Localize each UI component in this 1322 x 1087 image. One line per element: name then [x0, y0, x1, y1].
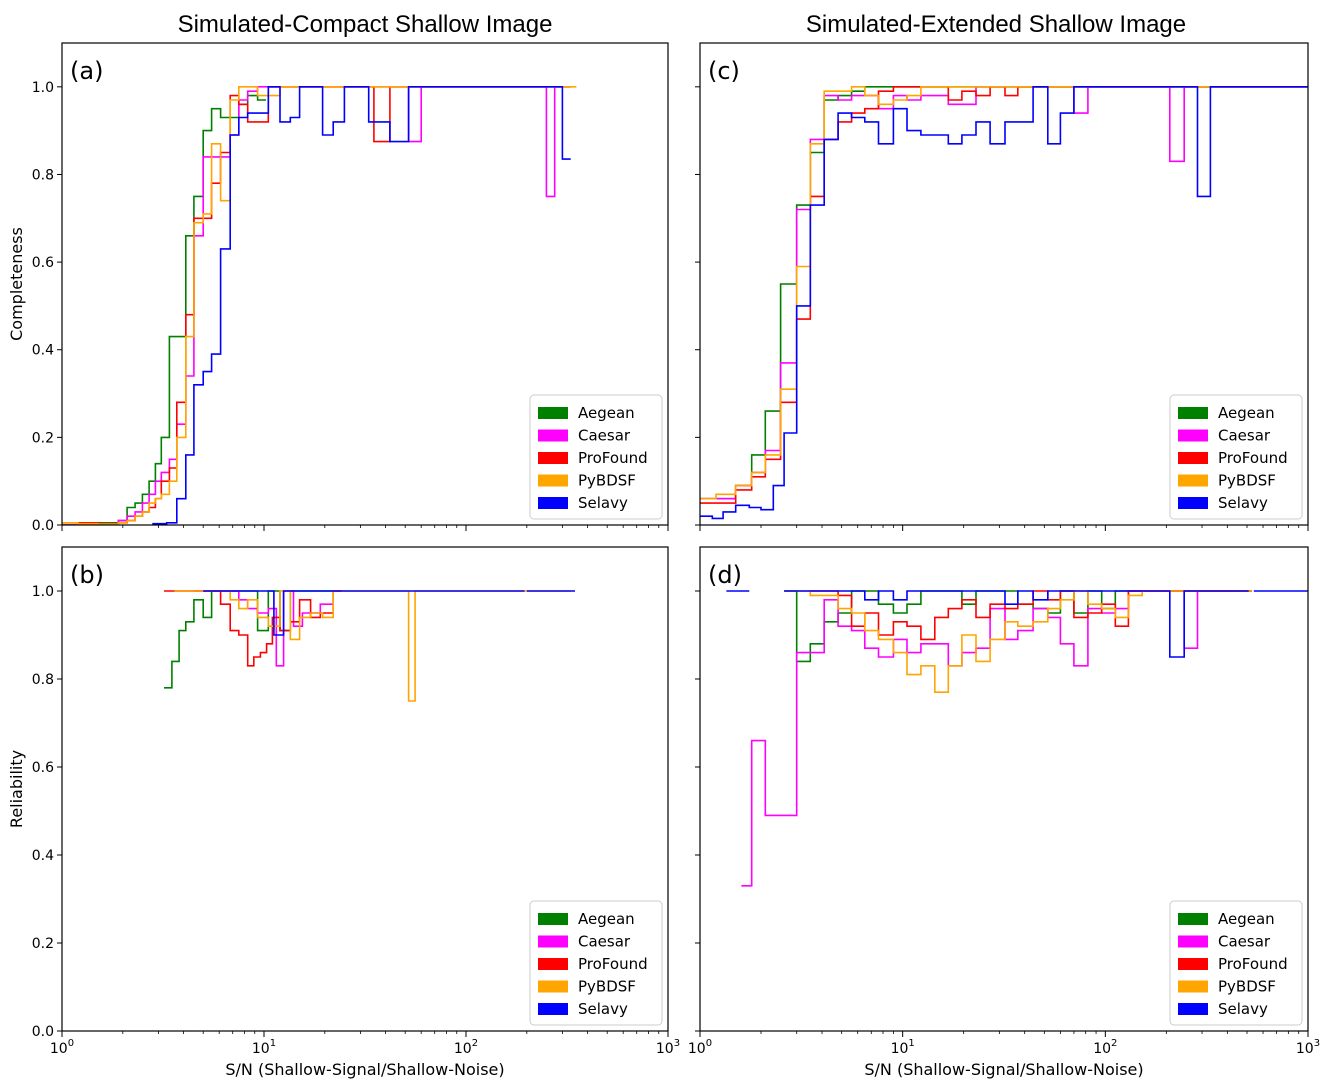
series-pybdsf-b	[174, 590, 571, 702]
series-aegean-a	[62, 94, 266, 525]
series-selavy-b	[203, 590, 575, 636]
ytick-label-b: 0.8	[32, 672, 54, 688]
legend-d	[1169, 900, 1303, 1026]
legend-label-profound: ProFound	[1218, 449, 1288, 467]
legend-swatch-aegean	[1178, 913, 1208, 925]
legend-swatch-profound	[1178, 958, 1208, 970]
legend-swatch-aegean	[1178, 407, 1208, 419]
legend-swatch-pybdsf	[538, 474, 568, 487]
legend-a	[529, 394, 663, 520]
legend-label-pybdsf: PyBDSF	[578, 978, 636, 996]
legend-swatch-aegean	[538, 407, 568, 419]
plot-frame-b	[61, 546, 669, 1032]
panel-label-d: (d)	[708, 561, 742, 589]
panel-label-b: (b)	[70, 561, 104, 589]
xtick-label-d: 103	[1296, 1038, 1320, 1057]
legend-label-aegean: Aegean	[578, 404, 635, 422]
panel-label-c: (c)	[708, 57, 740, 85]
series-caesar-d	[741, 590, 1236, 887]
legend-c	[1169, 394, 1303, 520]
series-selavy-a	[152, 86, 571, 525]
series-selavy-c	[700, 86, 1308, 520]
legend-b	[529, 900, 663, 1026]
ytick-label-a: 0.4	[32, 343, 54, 359]
ytick-label-b: 0.2	[32, 936, 54, 952]
legend-label-selavy: Selavy	[578, 1000, 628, 1018]
series-selavy-d	[726, 590, 1308, 658]
xlabel-b: S/N (Shallow-Signal/Shallow-Noise)	[225, 1060, 504, 1079]
legend-label-aegean: Aegean	[1218, 910, 1275, 928]
legend-swatch-selavy	[538, 1003, 568, 1015]
panel-c: (c) Aegean Caesar ProFound PyBDSF Selavy	[695, 42, 1309, 531]
legend-swatch-caesar	[538, 429, 568, 442]
col-title-left: Simulated-Compact Shallow Image	[178, 11, 553, 38]
legend-swatch-selavy	[538, 497, 568, 509]
ytick-label-a: 0.2	[32, 430, 54, 446]
ytick-label-a: 0.6	[32, 255, 54, 271]
legend-label-profound: ProFound	[1218, 955, 1288, 973]
legend-swatch-selavy	[1178, 497, 1208, 509]
xtick-label-d: 102	[1093, 1038, 1117, 1057]
col-title-right: Simulated-Extended Shallow Image	[806, 11, 1186, 38]
panel-d: (d) 100 101 102 103 S/N (Shallow-Signal/Shall…	[688, 546, 1320, 1079]
xtick-label-b: 103	[656, 1038, 680, 1057]
legend-swatch-profound	[538, 958, 568, 970]
legend-swatch-pybdsf	[1178, 980, 1208, 993]
legend-label-pybdsf: PyBDSF	[1218, 472, 1276, 490]
ylabel-b: Reliability	[7, 750, 26, 828]
panel-b: (b) 0.0 0.2 0.4 0.6 0.8 1.0 100 101 102 103 Reliabi…	[7, 546, 680, 1079]
legend-swatch-aegean	[538, 913, 568, 925]
plot-frame-c	[699, 42, 1309, 526]
xtick-label-d: 101	[891, 1038, 915, 1057]
legend-swatch-profound	[538, 452, 568, 464]
panel-a: (a) 0.0 0.2 0.4 0.6 0.8 1.0 Completeness Aegean C…	[7, 42, 669, 534]
plot-frame-a	[61, 42, 669, 526]
legend-swatch-pybdsf	[538, 980, 568, 993]
ytick-label-b: 0.6	[32, 760, 54, 776]
legend-swatch-profound	[1178, 452, 1208, 464]
xlabel-d: S/N (Shallow-Signal/Shallow-Noise)	[864, 1060, 1143, 1079]
ytick-label-b: 1.0	[32, 584, 54, 600]
ytick-label-a: 0.8	[32, 167, 54, 183]
series-profound-a	[62, 86, 571, 525]
legend-swatch-pybdsf	[1178, 474, 1208, 487]
series-profound-d	[810, 590, 1252, 641]
series-profound-b	[164, 590, 342, 667]
plot-frame-d	[699, 546, 1309, 1032]
legend-label-selavy: Selavy	[1218, 1000, 1268, 1018]
legend-label-pybdsf: PyBDSF	[1218, 978, 1276, 996]
legend-label-caesar: Caesar	[578, 427, 631, 445]
legend-label-caesar: Caesar	[578, 933, 631, 951]
ytick-label-a: 0.0	[32, 518, 54, 534]
series-caesar-a	[62, 86, 571, 525]
legend-label-aegean: Aegean	[1218, 404, 1275, 422]
panel-label-a: (a)	[70, 57, 103, 85]
legend-label-caesar: Caesar	[1218, 427, 1271, 445]
legend-label-selavy: Selavy	[1218, 494, 1268, 512]
ytick-label-b: 0.4	[32, 848, 54, 864]
series-pybdsf-d	[784, 590, 1252, 693]
xtick-label-d: 100	[688, 1038, 712, 1057]
legend-label-aegean: Aegean	[578, 910, 635, 928]
ytick-label-b: 0.0	[32, 1024, 54, 1040]
legend-label-profound: ProFound	[578, 449, 648, 467]
legend-swatch-selavy	[1178, 1003, 1208, 1015]
xtick-label-b: 100	[50, 1038, 74, 1057]
legend-swatch-caesar	[1178, 935, 1208, 948]
legend-label-caesar: Caesar	[1218, 933, 1271, 951]
ytick-label-a: 1.0	[32, 80, 54, 96]
legend-swatch-caesar	[1178, 429, 1208, 442]
series-aegean-b	[164, 590, 342, 689]
xtick-label-b: 101	[252, 1038, 276, 1057]
legend-label-profound: ProFound	[578, 955, 648, 973]
legend-swatch-caesar	[538, 935, 568, 948]
legend-label-selavy: Selavy	[578, 494, 628, 512]
legend-label-pybdsf: PyBDSF	[578, 472, 636, 490]
ylabel-a: Completeness	[7, 227, 26, 341]
xtick-label-b: 102	[454, 1038, 478, 1057]
series-pybdsf-a	[62, 86, 577, 525]
